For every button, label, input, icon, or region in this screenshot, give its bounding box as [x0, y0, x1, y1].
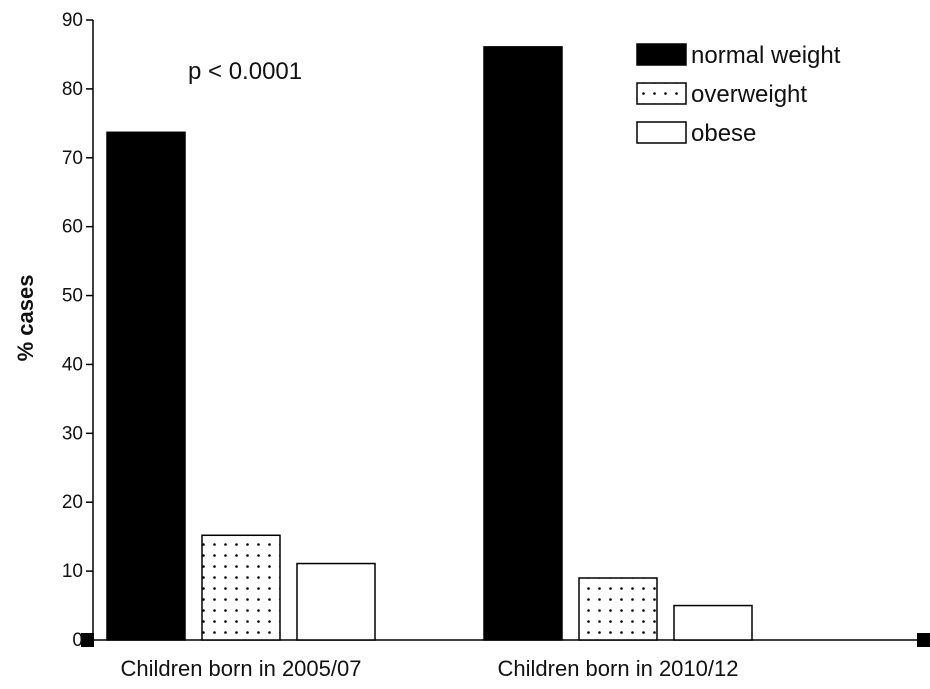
y-tick-label: 70 — [62, 148, 83, 169]
labels-layer: % cases p < 0.0001 Children born in 2005… — [13, 58, 738, 681]
bar-obese-2 — [673, 604, 753, 641]
legend-swatch-overweight — [636, 82, 687, 105]
x-axis-right-marker — [917, 633, 930, 647]
bars-layer — [106, 46, 753, 641]
legend-swatch-normal-weight — [636, 43, 687, 66]
bar-overweight-2 — [578, 577, 658, 641]
legend-label: obese — [691, 120, 756, 147]
y-tick-label: 50 — [62, 286, 83, 307]
p-value-annotation: p < 0.0001 — [188, 58, 302, 85]
legend-swatch-obese — [636, 121, 687, 144]
bar-obese-1 — [296, 562, 376, 641]
y-tick-label: 40 — [62, 354, 83, 375]
legend: normal weight overweight obese — [636, 42, 841, 147]
y-tick-label: 80 — [62, 79, 83, 100]
y-tick-label: 30 — [62, 423, 83, 444]
y-tick-label: 90 — [62, 10, 83, 31]
x-category-label: Children born in 2005/07 — [121, 656, 362, 681]
bar-normal-weight-1 — [106, 131, 186, 641]
y-axis-title: % cases — [13, 275, 38, 362]
legend-label: normal weight — [691, 42, 841, 69]
y-tick-label: 20 — [62, 492, 83, 513]
legend-label: overweight — [691, 81, 807, 108]
y-tick-label: 0 — [72, 630, 83, 651]
y-tick-label: 10 — [62, 561, 83, 582]
bar-normal-weight-2 — [483, 46, 563, 641]
y-tick-label: 60 — [62, 217, 83, 238]
bar-overweight-1 — [201, 534, 281, 641]
x-category-label: Children born in 2010/12 — [498, 656, 739, 681]
